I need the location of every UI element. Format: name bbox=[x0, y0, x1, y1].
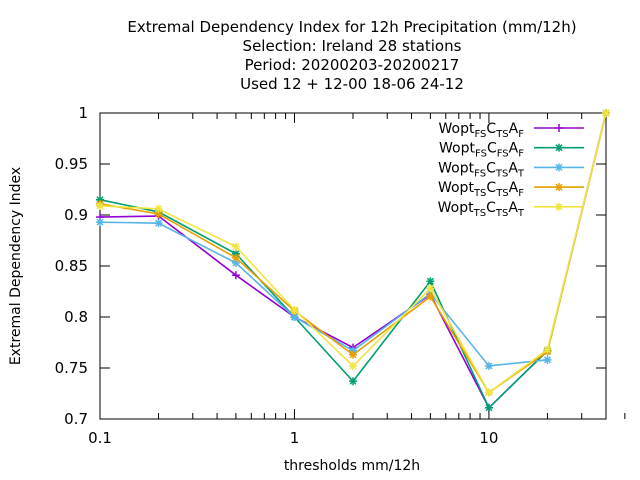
x-tick-label: 1 bbox=[290, 429, 300, 447]
legend-label-part: A bbox=[509, 180, 519, 196]
series-3 bbox=[96, 218, 552, 370]
data-point bbox=[349, 350, 357, 359]
data-point bbox=[231, 271, 240, 280]
y-tick-label: 0.85 bbox=[55, 257, 88, 275]
legend-label-part: TS bbox=[495, 168, 508, 179]
data-point bbox=[602, 109, 610, 117]
legend-label-part: FS bbox=[474, 129, 486, 140]
data-point bbox=[96, 201, 104, 210]
legend-label-part: F bbox=[518, 149, 524, 160]
chart-title: Extremal Dependency Index for 12h Precip… bbox=[127, 18, 576, 93]
data-point bbox=[484, 361, 493, 370]
legend-label-part: Wopt bbox=[438, 180, 474, 196]
y-tick-label: 0.8 bbox=[64, 308, 88, 326]
y-tick-label: 0.9 bbox=[64, 206, 88, 224]
y-tick-label: 0.75 bbox=[55, 359, 88, 377]
legend-label-part: T bbox=[517, 208, 525, 219]
legend-label-part: FS bbox=[475, 149, 487, 160]
legend-label-part: C bbox=[486, 180, 496, 196]
data-point bbox=[484, 403, 493, 412]
legend-label: WoptFSCFSAF bbox=[439, 141, 524, 160]
legend-label-part: C bbox=[487, 141, 497, 157]
axis-ticks: 0.1 1 10 0.7 0.75 0.8 0.85 0.9 0.95 1 bbox=[55, 104, 626, 447]
legend-label-part: Wopt bbox=[438, 200, 474, 216]
title-line: Used 12 + 12-00 18-06 24-12 bbox=[240, 75, 464, 93]
legend-marker bbox=[555, 183, 563, 192]
legend-label-part: Wopt bbox=[439, 121, 475, 137]
legend-label-part: Wopt bbox=[438, 160, 474, 176]
legend-label-part: T bbox=[517, 168, 525, 179]
series-layer bbox=[96, 109, 610, 412]
legend-label-part: FS bbox=[497, 149, 509, 160]
legend-label-part: A bbox=[508, 160, 518, 176]
series-line bbox=[99, 221, 548, 367]
legend-label-part: TS bbox=[495, 129, 508, 140]
data-point bbox=[543, 345, 552, 354]
y-tick-label: 0.95 bbox=[55, 155, 88, 173]
legend-label-part: FS bbox=[474, 168, 486, 179]
data-point bbox=[96, 218, 104, 227]
y-tick-label: 1 bbox=[78, 104, 88, 122]
legend-label-part: C bbox=[486, 200, 496, 216]
legend-label-part: F bbox=[518, 129, 524, 140]
data-point bbox=[543, 355, 552, 364]
y-axis-label: Extremal Dependency Index bbox=[8, 167, 24, 365]
legend-label-part: A bbox=[509, 121, 519, 137]
title-line: Selection: Ireland 28 stations bbox=[243, 37, 462, 55]
x-axis-label: thresholds mm/12h bbox=[284, 458, 420, 474]
legend-marker bbox=[555, 143, 563, 152]
legend-label-part: TS bbox=[473, 208, 486, 219]
data-point bbox=[349, 361, 357, 370]
legend-marker bbox=[555, 202, 563, 211]
legend: WoptFSCTSAFWoptFSCFSAFWoptFSCTSATWoptTSC… bbox=[438, 121, 584, 219]
legend-label-part: Wopt bbox=[439, 141, 475, 157]
legend-label-part: TS bbox=[473, 188, 486, 199]
data-point bbox=[426, 277, 435, 286]
data-point bbox=[154, 219, 163, 228]
legend-label: WoptTSCTSAT bbox=[438, 200, 525, 219]
data-point bbox=[484, 388, 493, 397]
data-point bbox=[426, 284, 435, 293]
legend-label-part: C bbox=[486, 160, 496, 176]
legend-label: WoptFSCTSAF bbox=[439, 121, 525, 140]
legend-label-part: A bbox=[508, 200, 518, 216]
legend-label-part: F bbox=[518, 188, 524, 199]
title-line: Extremal Dependency Index for 12h Precip… bbox=[127, 18, 576, 36]
data-point bbox=[231, 258, 240, 267]
legend-marker bbox=[555, 163, 563, 172]
series-4 bbox=[96, 109, 610, 397]
legend-label-part: A bbox=[509, 141, 519, 157]
data-point bbox=[231, 242, 240, 251]
data-point bbox=[426, 292, 435, 301]
title-line: Period: 20200203-20200217 bbox=[245, 56, 460, 74]
data-point bbox=[349, 377, 357, 386]
legend-label-part: TS bbox=[495, 188, 508, 199]
x-tick-label: 10 bbox=[479, 429, 498, 447]
data-point bbox=[290, 313, 299, 321]
series-5 bbox=[96, 109, 610, 397]
legend-label-part: TS bbox=[495, 208, 508, 219]
legend-label-part: C bbox=[486, 121, 496, 137]
data-point bbox=[290, 305, 299, 314]
y-tick-label: 0.7 bbox=[64, 410, 88, 428]
plot-area bbox=[99, 112, 607, 420]
legend-label: WoptFSCTSAT bbox=[438, 160, 525, 179]
data-point bbox=[231, 253, 240, 262]
x-tick-label: 0.1 bbox=[88, 429, 112, 447]
data-point bbox=[154, 204, 163, 213]
legend-label: WoptTSCTSAF bbox=[438, 180, 524, 199]
legend-marker bbox=[555, 124, 563, 132]
